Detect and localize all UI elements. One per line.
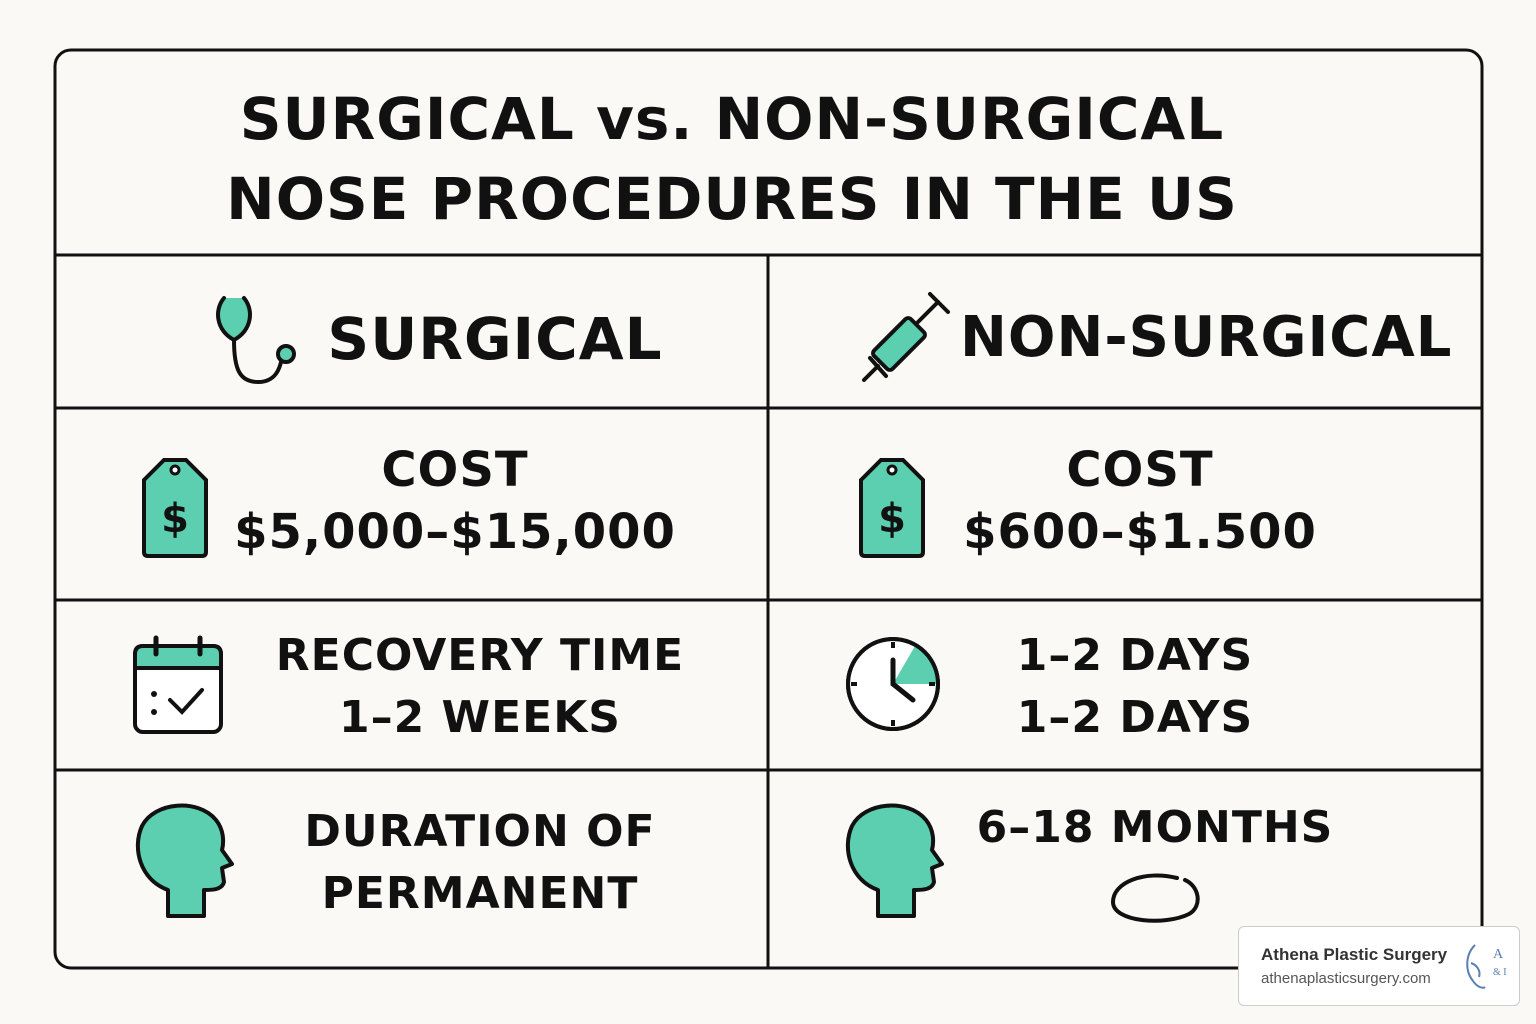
cell-line: $5,000–$15,000 (234, 504, 676, 560)
syringe-icon (862, 292, 950, 382)
watermark-name: Athena Plastic Surgery (1261, 945, 1448, 964)
cell-line: DURATION OF (304, 806, 656, 857)
title-line: NOSE PROCEDURES IN THE US (226, 165, 1238, 233)
svg-text:$: $ (878, 496, 906, 542)
cell-line: COST (381, 442, 529, 498)
cell-line: 1–2 WEEKS (339, 692, 621, 743)
column-header: NON-SURGICAL (960, 305, 1453, 370)
svg-text:$: $ (161, 496, 189, 542)
cell-line: RECOVERY TIME (275, 630, 685, 681)
cell-line: 1–2 DAYS (1016, 630, 1254, 681)
title-line: SURGICAL vs. NON-SURGICAL (239, 85, 1225, 153)
column-header: SURGICAL (327, 305, 663, 373)
cell-line: $600–$1.500 (963, 504, 1317, 560)
watermark-url: athenaplasticsurgery.com (1261, 970, 1431, 987)
cell-line: PERMANENT (321, 868, 639, 919)
price-tag-icon: $ (859, 458, 925, 558)
cell-line: 6–18 MONTHS (976, 802, 1334, 853)
cell-line: COST (1066, 442, 1214, 498)
head-icon (135, 803, 234, 918)
head-icon (845, 803, 944, 918)
cell-line: 1–2 DAYS (1016, 692, 1254, 743)
logo-text: & I (1493, 967, 1507, 978)
price-tag-icon: $ (142, 458, 208, 558)
watermark: Athena Plastic Surgery athenaplasticsurg… (1238, 926, 1520, 1006)
stethoscope-icon (216, 296, 296, 385)
scribble (1110, 873, 1200, 923)
logo-text: A (1493, 947, 1504, 962)
clock-icon (846, 637, 940, 731)
calendar-icon (133, 635, 223, 734)
logo-mark (1466, 944, 1486, 989)
